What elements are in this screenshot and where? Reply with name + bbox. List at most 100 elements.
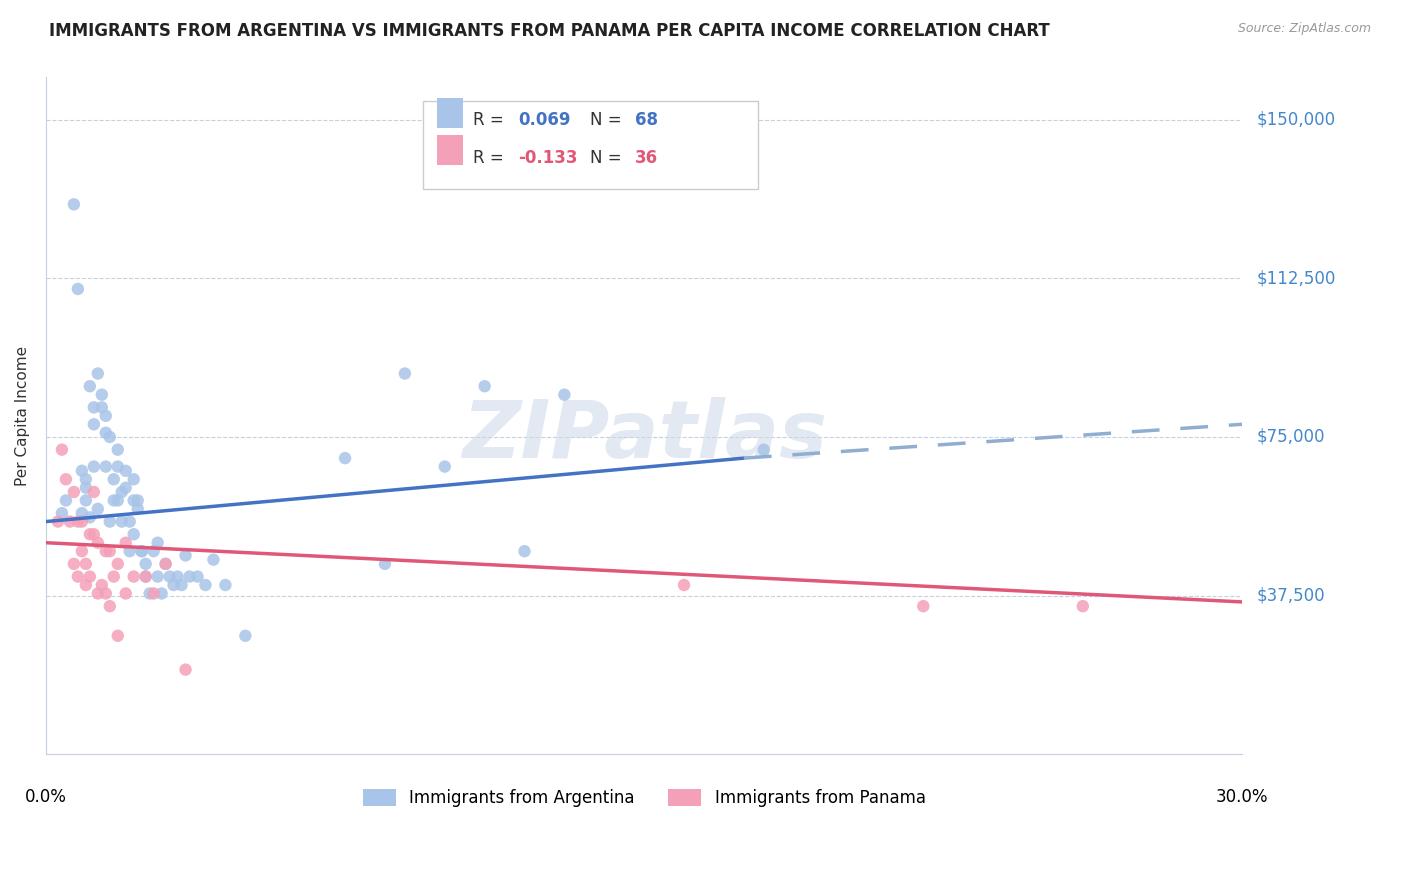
Point <box>63 197 86 211</box>
Point <box>107 459 129 474</box>
Point <box>513 544 536 558</box>
Text: IMMIGRANTS FROM ARGENTINA VS IMMIGRANTS FROM PANAMA PER CAPITA INCOME CORRELATIO: IMMIGRANTS FROM ARGENTINA VS IMMIGRANTS … <box>49 22 1050 40</box>
Point <box>162 578 184 592</box>
Point <box>174 549 197 563</box>
Point <box>752 442 775 457</box>
Point <box>138 586 160 600</box>
Point <box>83 527 105 541</box>
Point <box>122 472 145 486</box>
Text: R =: R = <box>472 112 509 129</box>
Point <box>166 569 188 583</box>
Point <box>235 629 257 643</box>
Point <box>87 586 110 600</box>
Point <box>75 472 97 486</box>
Point <box>394 367 416 381</box>
Point <box>672 578 695 592</box>
Point <box>150 586 173 600</box>
Point <box>83 401 105 415</box>
Point <box>55 493 77 508</box>
Text: 0.069: 0.069 <box>519 112 571 129</box>
Point <box>107 442 129 457</box>
Point <box>135 557 157 571</box>
FancyBboxPatch shape <box>423 101 758 189</box>
Text: -0.133: -0.133 <box>519 148 578 167</box>
Point <box>87 535 110 549</box>
Point <box>111 515 134 529</box>
Point <box>79 569 101 583</box>
Point <box>202 552 225 566</box>
Text: $75,000: $75,000 <box>1257 428 1326 446</box>
Point <box>214 578 236 592</box>
Point <box>114 586 136 600</box>
Point <box>70 515 93 529</box>
Point <box>111 485 134 500</box>
Point <box>83 417 105 432</box>
Point <box>75 481 97 495</box>
Point <box>63 485 86 500</box>
Point <box>194 578 217 592</box>
Point <box>75 557 97 571</box>
Point <box>131 544 153 558</box>
Text: N =: N = <box>591 148 627 167</box>
Point <box>118 544 141 558</box>
Point <box>114 535 136 549</box>
Point <box>79 379 101 393</box>
Point <box>98 544 121 558</box>
Point <box>83 485 105 500</box>
Text: 36: 36 <box>634 148 658 167</box>
Point <box>127 501 149 516</box>
Point <box>155 557 177 571</box>
Point <box>66 569 89 583</box>
Point <box>90 387 112 401</box>
Point <box>107 493 129 508</box>
Point <box>118 515 141 529</box>
Point <box>70 506 93 520</box>
Point <box>155 557 177 571</box>
Point <box>553 387 575 401</box>
Legend: Immigrants from Argentina, Immigrants from Panama: Immigrants from Argentina, Immigrants fr… <box>356 782 932 814</box>
Text: 0.0%: 0.0% <box>25 788 67 806</box>
Text: $150,000: $150,000 <box>1257 111 1336 128</box>
Point <box>66 282 89 296</box>
Point <box>51 506 73 520</box>
Point <box>55 472 77 486</box>
Point <box>142 544 165 558</box>
Text: R =: R = <box>472 148 509 167</box>
Text: 30.0%: 30.0% <box>1216 788 1268 806</box>
Point <box>1071 599 1094 614</box>
Point <box>98 430 121 444</box>
Point <box>107 557 129 571</box>
Point <box>90 578 112 592</box>
Point <box>912 599 935 614</box>
Point <box>474 379 496 393</box>
Point <box>79 510 101 524</box>
Point <box>127 493 149 508</box>
Text: $37,500: $37,500 <box>1257 587 1326 605</box>
Point <box>94 459 117 474</box>
Point <box>75 493 97 508</box>
Point <box>146 535 169 549</box>
Point <box>114 481 136 495</box>
Point <box>83 459 105 474</box>
Point <box>179 569 201 583</box>
Point <box>46 515 69 529</box>
Point <box>87 367 110 381</box>
Point <box>70 464 93 478</box>
Point <box>374 557 396 571</box>
Point <box>98 515 121 529</box>
Point <box>135 569 157 583</box>
Point <box>87 501 110 516</box>
Point <box>122 569 145 583</box>
Point <box>107 629 129 643</box>
Point <box>170 578 193 592</box>
Point <box>66 515 89 529</box>
Point <box>122 527 145 541</box>
Point <box>79 527 101 541</box>
Point <box>159 569 181 583</box>
Point <box>51 442 73 457</box>
Point <box>333 451 356 466</box>
Point <box>75 578 97 592</box>
Point <box>433 459 456 474</box>
Point <box>103 569 125 583</box>
Bar <box>437 98 464 128</box>
